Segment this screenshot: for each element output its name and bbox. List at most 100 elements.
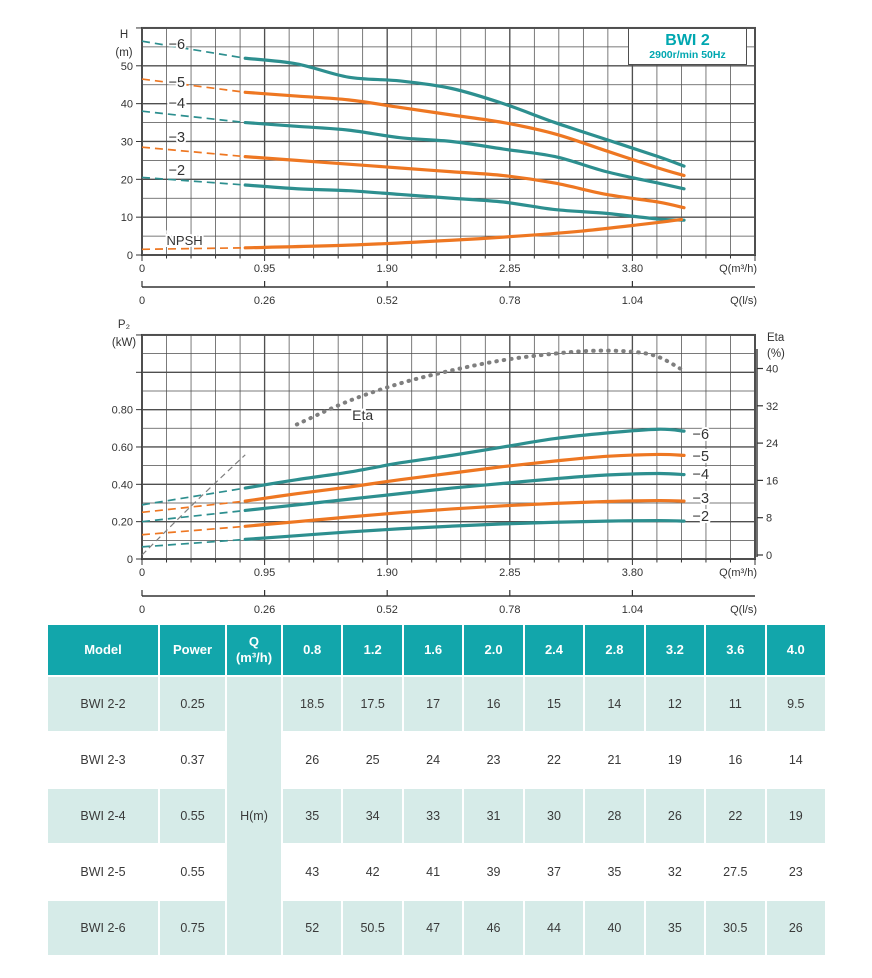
ls-tick-label: 0.52 xyxy=(376,295,397,307)
head-value-cell: 25 xyxy=(343,733,402,787)
pump-model-title: BWI 2 xyxy=(665,31,710,49)
head-value-cell: 26 xyxy=(283,733,342,787)
ls-tick-label: 0.26 xyxy=(254,604,275,616)
y-tick-label: 0.40 xyxy=(112,479,133,491)
curve-4-solid xyxy=(243,120,686,191)
curve-NPSH-dashed xyxy=(141,246,246,251)
eta-tick-label: 32 xyxy=(766,401,778,413)
head-value-cell: 52 xyxy=(283,901,342,955)
curve-4-dashed xyxy=(141,509,246,523)
head-value-cell: 17 xyxy=(403,677,463,731)
curve-label-3: −3 xyxy=(169,130,186,146)
y-tick-label: 0.60 xyxy=(112,442,133,454)
ls-tick-label: 1.04 xyxy=(622,604,643,616)
curve-3-dashed xyxy=(141,146,246,158)
header-cell-0: Model xyxy=(48,625,158,675)
head-value-cell: 37 xyxy=(524,845,584,899)
x-tick-label: 0 xyxy=(139,263,145,275)
head-value-cell: 40 xyxy=(585,901,644,955)
ls-axis-unit-label: Q(l/s) xyxy=(730,295,757,307)
curve-5-solid xyxy=(243,90,686,178)
curve-Eta-dotted xyxy=(294,348,687,427)
y-tick-label: 20 xyxy=(121,174,133,186)
curve-3-dashed xyxy=(141,525,246,536)
ls-axis-unit-label: Q(l/s) xyxy=(730,604,757,616)
eta-tick-label: 16 xyxy=(766,475,778,487)
head-value-cell: 42 xyxy=(343,845,402,899)
ls-tick-label: 0.78 xyxy=(499,604,520,616)
ls-tick-label: 0 xyxy=(139,604,145,616)
model-cell: BWI 2-5 xyxy=(48,845,158,899)
y-tick-label: 0.80 xyxy=(112,405,133,417)
power-cell: 0.55 xyxy=(160,789,225,843)
head-value-cell: 19 xyxy=(766,789,825,843)
y-tick-label: 0 xyxy=(127,250,133,262)
curve-label-6: −6 xyxy=(693,427,710,443)
curve-6-solid xyxy=(243,427,686,490)
head-value-cell: 14 xyxy=(766,733,825,787)
head-value-cell: 50.5 xyxy=(343,901,402,955)
header-cell-6: 2.0 xyxy=(464,625,523,675)
header-cell-10: 3.6 xyxy=(706,625,765,675)
y-tick-label: 40 xyxy=(121,99,133,111)
model-cell: BWI 2-6 xyxy=(48,901,158,955)
head-value-cell: 19 xyxy=(645,733,705,787)
eta-tick-label: 24 xyxy=(766,438,778,450)
header-cell-7: 2.4 xyxy=(524,625,584,675)
head-value-cell: 14 xyxy=(585,677,644,731)
head-value-cell: 35 xyxy=(645,901,705,955)
pump-curves-svg: 0 0.95 1.90 2.85 3.80 Q(m³/h) 0 0.26 0.52 0.78 1.0… xyxy=(112,26,785,616)
curve-2-solid xyxy=(243,518,686,541)
head-value-cell: 16 xyxy=(464,677,523,731)
curve-2-dashed xyxy=(141,176,246,186)
eta-tick-label: 8 xyxy=(766,513,772,525)
curve-label-5: −5 xyxy=(169,75,186,91)
eta-axis-title: Eta xyxy=(767,332,785,344)
x-tick-label: 0.95 xyxy=(254,263,275,275)
head-value-cell: 31 xyxy=(464,789,523,843)
y-axis-title: H xyxy=(120,29,128,41)
curve-4-solid xyxy=(243,471,686,513)
head-value-cell: 47 xyxy=(403,901,463,955)
curve-label-NPSH: NPSH xyxy=(167,233,203,248)
head-value-cell: 41 xyxy=(403,845,463,899)
head-value-cell: 32 xyxy=(645,845,705,899)
ls-tick-label: 0.52 xyxy=(376,604,397,616)
head-value-cell: 33 xyxy=(403,789,463,843)
head-value-cell: 22 xyxy=(706,789,765,843)
y-axis-title: P₂ xyxy=(118,319,130,331)
head-value-cell: 22 xyxy=(524,733,584,787)
header-cell-5: 1.6 xyxy=(403,625,463,675)
ls-tick-label: 0 xyxy=(139,295,145,307)
y-axis-title: (m) xyxy=(115,47,132,59)
curve-label-4: −4 xyxy=(169,96,186,112)
power-cell: 0.55 xyxy=(160,845,225,899)
x-tick-label: 0.95 xyxy=(254,567,275,579)
y-axis-title: (kW) xyxy=(112,337,136,349)
head-value-cell: 16 xyxy=(706,733,765,787)
curve-6-solid xyxy=(243,56,686,168)
curve-Eta-dashed xyxy=(141,454,246,556)
curve-6-dashed xyxy=(141,40,246,60)
curve-2-dashed xyxy=(141,538,246,548)
curve-label-4: −4 xyxy=(693,467,710,483)
head-value-cell: 23 xyxy=(464,733,523,787)
x-tick-label: 2.85 xyxy=(499,263,520,275)
head-value-cell: 15 xyxy=(524,677,584,731)
curve-2-solid xyxy=(243,183,686,222)
head-value-cell: 34 xyxy=(343,789,402,843)
head-value-cell: 30 xyxy=(524,789,584,843)
head-value-cell: 21 xyxy=(585,733,644,787)
x-tick-label: 0 xyxy=(139,567,145,579)
head-value-cell: 26 xyxy=(766,901,825,955)
chart-title-box: BWI 2 2900r/min 50Hz xyxy=(628,28,747,65)
x-axis-unit-label: Q(m³/h) xyxy=(719,263,757,275)
x-tick-label: 1.90 xyxy=(376,263,397,275)
curve-5-dashed xyxy=(141,78,246,94)
head-value-cell: 28 xyxy=(585,789,644,843)
power-cell: 0.37 xyxy=(160,733,225,787)
x-tick-label: 1.90 xyxy=(376,567,397,579)
head-value-cell: 44 xyxy=(524,901,584,955)
header-cell-11: 4.0 xyxy=(766,625,825,675)
